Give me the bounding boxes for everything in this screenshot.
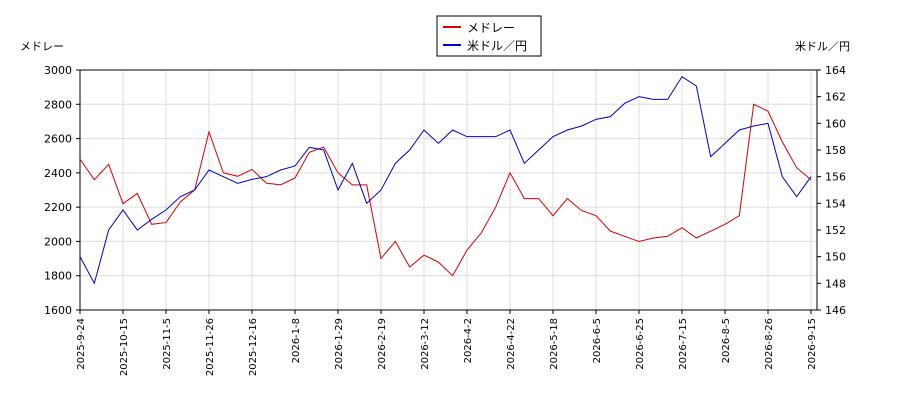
legend-label: 米ドル／円 <box>467 39 527 53</box>
x-tick-label: 2026-5-18 <box>549 318 560 370</box>
y2-tick-label: 150 <box>825 251 846 264</box>
x-tick-label: 2026-3-12 <box>420 318 431 370</box>
y-tick-label: 2800 <box>44 98 72 111</box>
x-tick-label: 2025-10-15 <box>119 318 130 376</box>
x-tick-label: 2025-11-26 <box>205 318 216 376</box>
y-tick-label: 2400 <box>44 167 72 180</box>
legend-box <box>436 15 542 57</box>
legend-label: メドレー <box>467 21 515 35</box>
y2-tick-label: 158 <box>825 144 846 157</box>
y2-tick-label: 146 <box>825 304 846 317</box>
plot-frame <box>79 69 818 311</box>
y2-tick-label: 154 <box>825 197 846 210</box>
x-tick-label: 2026-8-5 <box>721 318 732 363</box>
x-tick-label: 2026-4-22 <box>506 318 517 370</box>
y2-tick-label: 152 <box>825 224 846 237</box>
x-tick-label: 2026-9-15 <box>807 318 818 370</box>
x-tick-label: 2026-8-26 <box>764 318 775 370</box>
y2-axis-label: 米ドル／円 <box>795 40 850 53</box>
y2-tick-label: 160 <box>825 117 846 130</box>
y2-tick-label: 156 <box>825 171 846 184</box>
y-tick-label: 1800 <box>44 270 72 283</box>
y-tick-label: 2200 <box>44 201 72 214</box>
y-tick-label: 3000 <box>44 64 72 77</box>
x-tick-label: 2025-11-5 <box>162 318 173 370</box>
y-tick-label: 1600 <box>44 304 72 317</box>
x-tick-label: 2026-1-29 <box>334 318 345 370</box>
y2-tick-label: 162 <box>825 91 846 104</box>
x-tick-label: 2026-7-15 <box>678 318 689 370</box>
x-tick-label: 2026-2-19 <box>377 318 388 370</box>
series-line <box>79 75 812 285</box>
x-tick-label: 2026-4-2 <box>463 318 474 363</box>
x-tick-label: 2025-9-24 <box>76 318 87 370</box>
y2-tick-label: 148 <box>825 277 846 290</box>
x-tick-label: 2025-12-16 <box>248 318 259 376</box>
x-tick-label: 2026-1-8 <box>291 318 302 363</box>
series-line <box>79 103 812 277</box>
x-tick-label: 2026-6-5 <box>592 318 603 363</box>
y2-tick-label: 164 <box>825 64 846 77</box>
y-axis-label: メドレー <box>20 40 64 53</box>
y-tick-label: 2000 <box>44 235 72 248</box>
x-tick-label: 2026-6-25 <box>635 318 646 370</box>
y-tick-label: 2600 <box>44 133 72 146</box>
